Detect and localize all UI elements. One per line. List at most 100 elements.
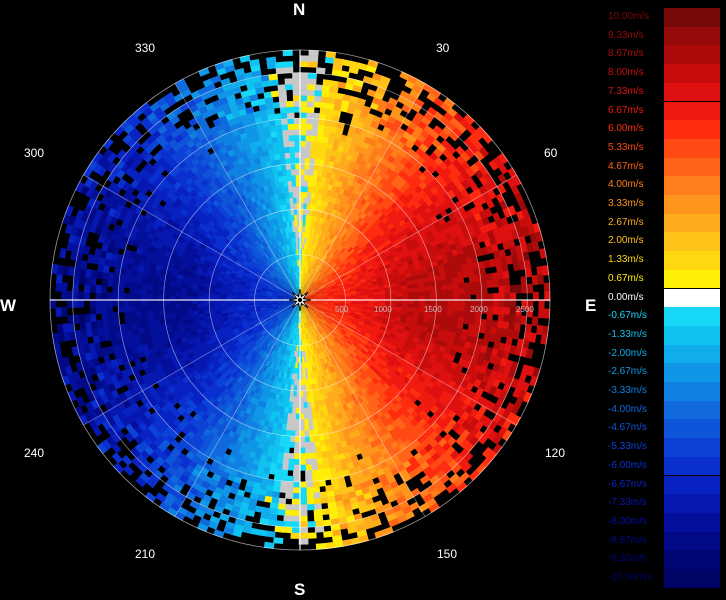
- velocity-cell: [359, 242, 366, 250]
- velocity-cell: [427, 322, 435, 330]
- velocity-cell: [305, 297, 312, 299]
- velocity-cell: [297, 362, 300, 369]
- velocity-cell: [331, 346, 337, 353]
- velocity-cell: [349, 310, 356, 315]
- velocity-cell: [332, 321, 339, 326]
- velocity-cell: [284, 401, 290, 408]
- velocity-cell: [278, 440, 286, 448]
- velocity-cell: [334, 216, 341, 224]
- velocity-cell: [358, 276, 366, 281]
- velocity-cell: [357, 323, 364, 329]
- velocity-cell: [308, 430, 315, 437]
- velocity-cell: [310, 274, 315, 281]
- velocity-cell: [121, 455, 133, 466]
- velocity-cell: [301, 277, 303, 284]
- velocity-cell: [310, 304, 316, 308]
- velocity-cell: [310, 192, 316, 199]
- velocity-cell: [337, 284, 344, 288]
- velocity-cell: [365, 279, 373, 284]
- velocity-cell: [365, 332, 372, 338]
- velocity-cell: [465, 335, 473, 344]
- velocity-cell: [313, 286, 320, 291]
- velocity-cell: [344, 370, 351, 378]
- velocity-cell: [322, 351, 328, 358]
- velocity-cell: [330, 120, 339, 128]
- velocity-cell: [462, 245, 470, 254]
- velocity-cell: [285, 395, 290, 402]
- velocity-cell: [313, 101, 322, 108]
- velocity-cell: [302, 396, 308, 403]
- velocity-cell: [320, 333, 326, 339]
- velocity-cell: [305, 272, 309, 279]
- velocity-cell: [353, 489, 364, 498]
- velocity-cell: [348, 496, 358, 505]
- velocity-cell: [281, 458, 289, 465]
- velocity-cell: [304, 260, 308, 267]
- velocity-cell: [382, 334, 390, 340]
- velocity-cell: [492, 341, 501, 351]
- velocity-cell: [354, 313, 361, 318]
- velocity-cell: [313, 169, 319, 177]
- velocity-cell: [460, 151, 471, 163]
- velocity-cell: [283, 446, 290, 454]
- velocity-cell: [386, 494, 398, 504]
- velocity-cell: [313, 342, 318, 349]
- velocity-cell: [309, 395, 315, 403]
- velocity-cell: [325, 490, 335, 498]
- velocity-cell: [311, 331, 315, 338]
- velocity-cell: [332, 338, 339, 344]
- velocity-cell: [505, 255, 514, 265]
- velocity-cell: [366, 314, 373, 319]
- velocity-cell: [441, 305, 448, 312]
- velocity-cell: [349, 312, 356, 316]
- velocity-cell: [323, 363, 328, 370]
- velocity-cell: [367, 304, 374, 309]
- velocity-cell: [327, 367, 333, 375]
- velocity-cell: [320, 286, 326, 291]
- velocity-cell: [355, 523, 366, 533]
- velocity-cell: [361, 327, 368, 333]
- velocity-cell: [304, 169, 310, 176]
- velocity-cell: [312, 244, 316, 251]
- velocity-cell: [309, 314, 313, 320]
- velocity-cell: [420, 116, 432, 126]
- velocity-cell: [518, 200, 528, 212]
- velocity-cell: [111, 452, 123, 464]
- velocity-cell: [381, 257, 389, 264]
- velocity-cell: [316, 303, 323, 305]
- velocity-cell: [336, 204, 343, 212]
- velocity-cell: [316, 468, 325, 476]
- velocity-cell: [300, 220, 304, 227]
- velocity-cell: [367, 327, 374, 333]
- velocity-cell: [325, 237, 331, 244]
- velocity-cell: [349, 192, 357, 200]
- velocity-cell: [458, 288, 465, 296]
- velocity-cell: [350, 386, 358, 394]
- velocity-cell: [486, 401, 496, 412]
- velocity-cell: [319, 326, 325, 333]
- velocity-cell: [328, 348, 334, 355]
- velocity-cell: [434, 319, 441, 326]
- velocity-cell: [319, 253, 325, 260]
- velocity-cell: [459, 258, 468, 267]
- velocity-cell: [338, 287, 345, 291]
- velocity-cell: [375, 365, 383, 373]
- velocity-cell: [304, 302, 311, 307]
- velocity-cell: [455, 122, 467, 134]
- velocity-cell: [321, 318, 327, 324]
- velocity-cell: [314, 90, 324, 97]
- velocity-cell: [307, 373, 312, 380]
- velocity-cell: [317, 265, 322, 272]
- velocity-cell: [304, 303, 310, 307]
- velocity-cell: [350, 323, 358, 328]
- velocity-cell: [346, 462, 355, 470]
- velocity-cell: [253, 476, 263, 484]
- velocity-cell: [516, 210, 525, 222]
- velocity-cell: [360, 212, 368, 220]
- velocity-cell: [327, 319, 334, 324]
- velocity-cell: [307, 72, 318, 79]
- velocity-cell: [76, 395, 86, 408]
- velocity-cell: [308, 320, 312, 327]
- velocity-cell: [308, 307, 314, 312]
- velocity-cell: [370, 320, 377, 326]
